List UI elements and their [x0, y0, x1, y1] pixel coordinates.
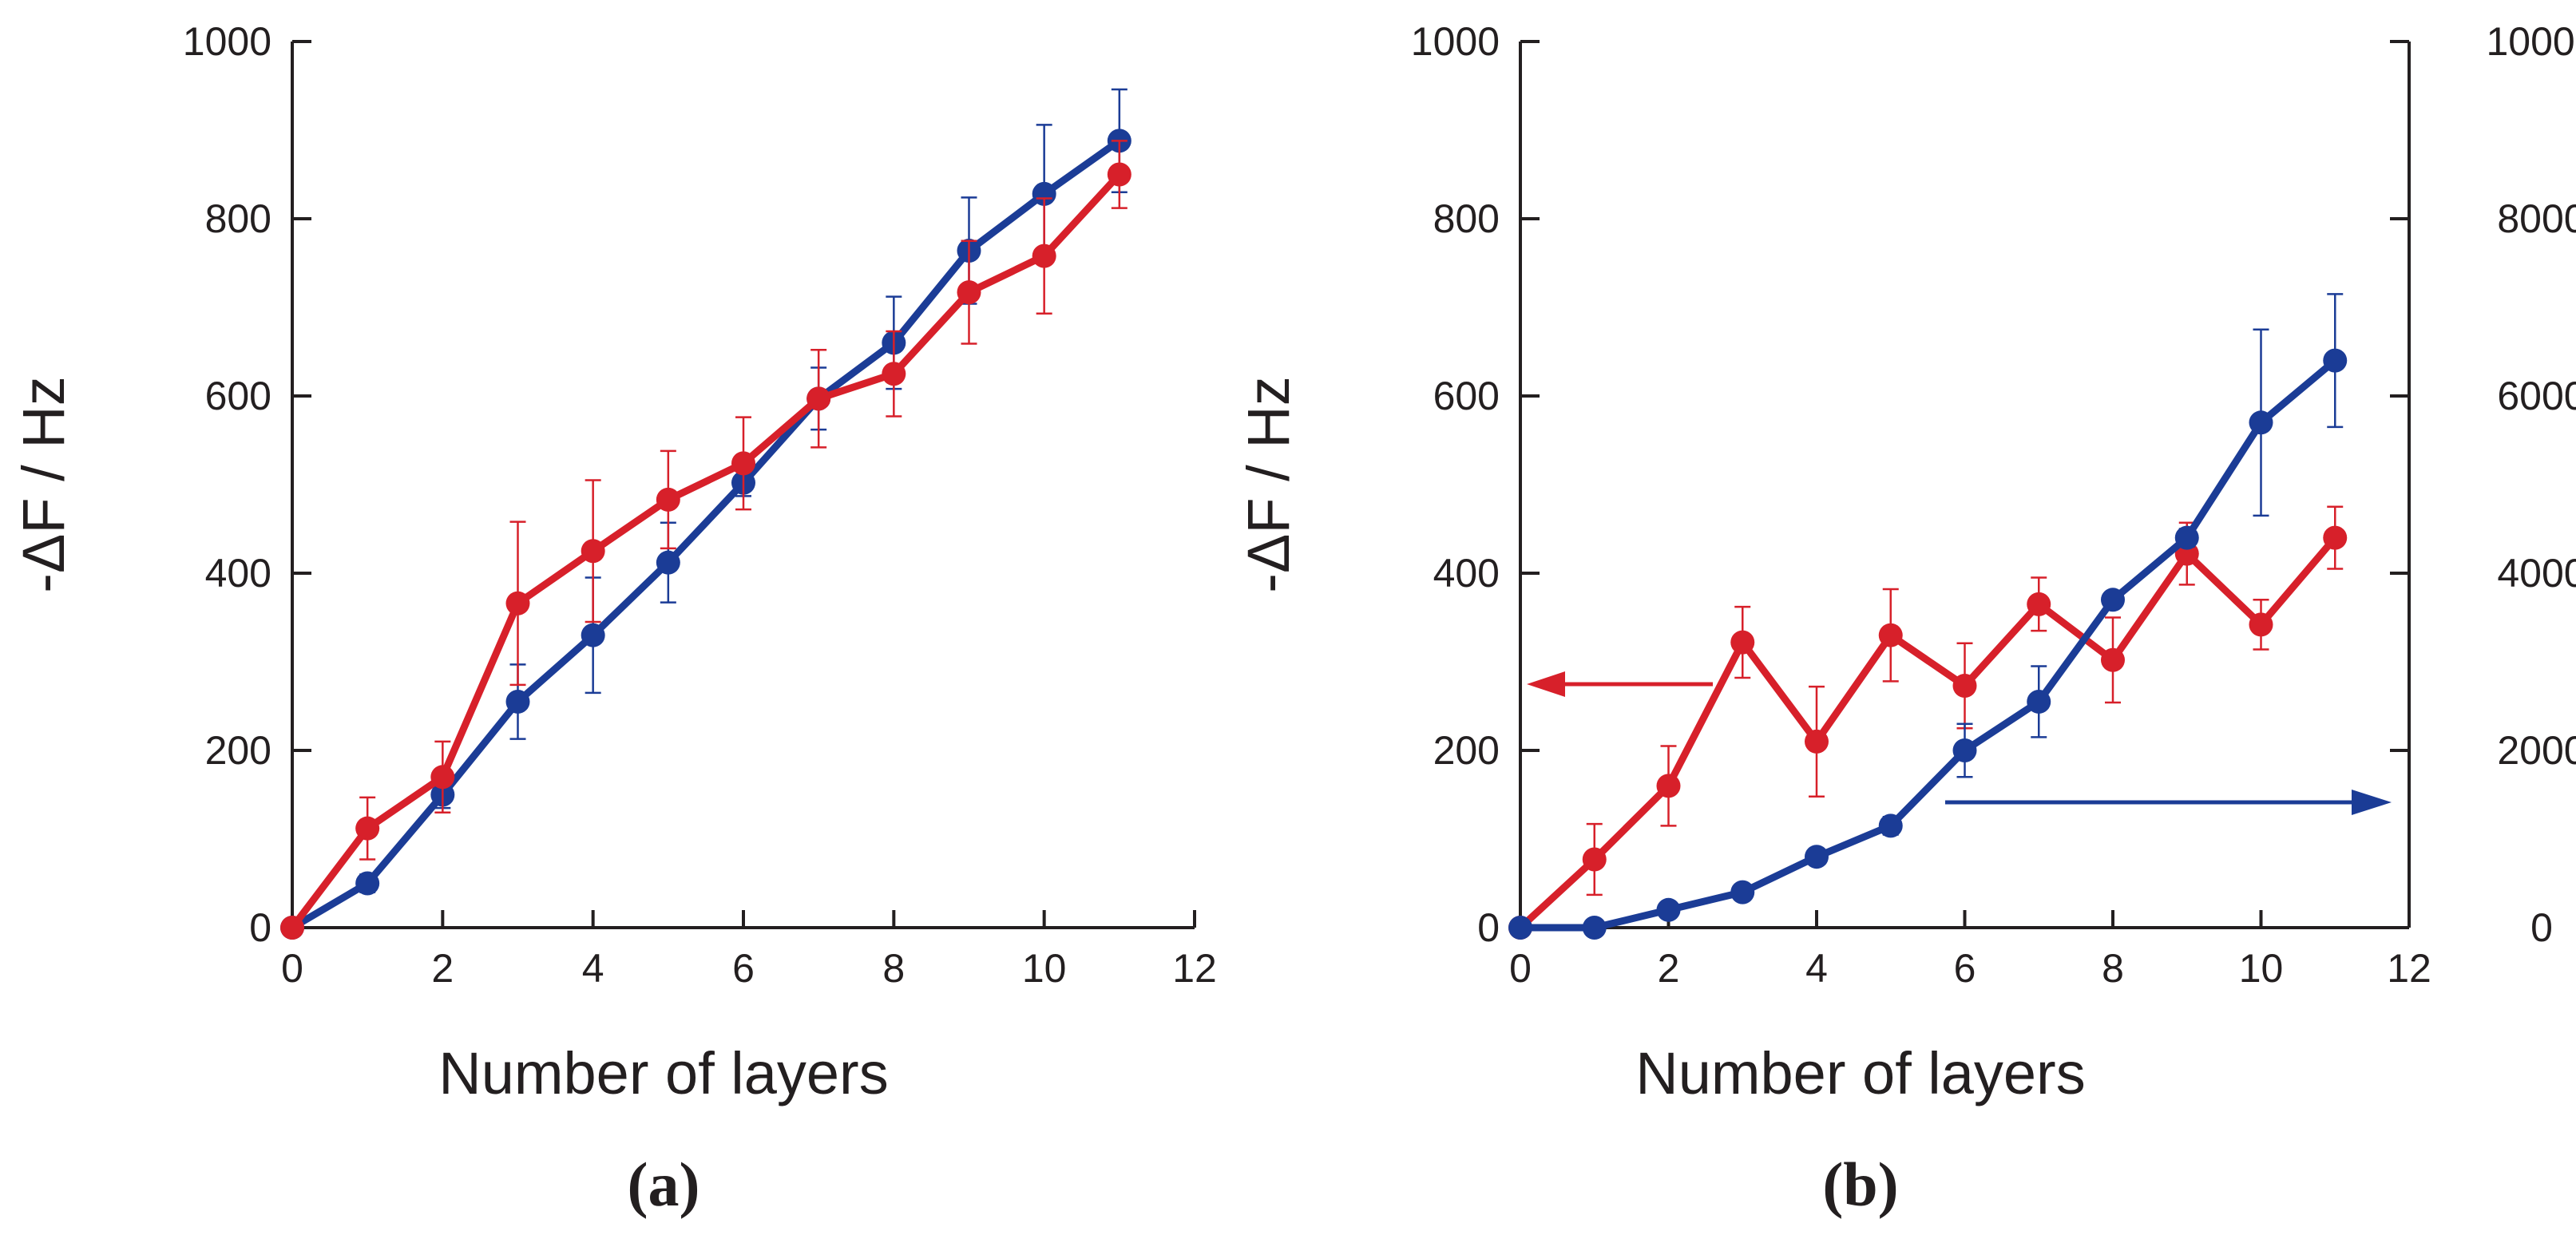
data-point	[581, 623, 605, 647]
y2-tick-label: 8000	[2497, 196, 2576, 241]
data-point	[2027, 592, 2051, 616]
y-tick-label: 0	[249, 905, 271, 950]
data-point	[656, 487, 680, 512]
y2-tick-label: 4000	[2497, 551, 2576, 596]
y-tick-label: 800	[1433, 196, 1500, 241]
series-line	[1520, 358, 2338, 932]
data-point	[2249, 410, 2273, 435]
x-tick-label: 6	[1954, 946, 1976, 991]
data-point	[806, 386, 831, 411]
data-point	[581, 539, 605, 564]
data-point	[957, 280, 981, 305]
data-point	[2101, 588, 2125, 612]
data-point	[2249, 612, 2273, 637]
x-tick-label: 0	[281, 946, 303, 991]
x-tick-label: 4	[1805, 946, 1828, 991]
data-point	[1656, 774, 1681, 798]
y-axis-label: -ΔF / Hz	[10, 376, 77, 592]
series-line	[290, 137, 1122, 931]
data-point	[1878, 623, 1903, 647]
y2-tick-label: 0	[2530, 905, 2553, 950]
y-tick-label: 1000	[183, 19, 271, 64]
data-point	[1107, 162, 1131, 187]
y-tick-label: 0	[1477, 905, 1500, 950]
data-point	[2101, 647, 2125, 672]
data-point	[1805, 729, 1829, 754]
data-point	[505, 689, 530, 714]
data-point	[355, 816, 380, 841]
y-tick-label: 200	[205, 728, 271, 773]
panel-a: 0 200 400 600 800 1000 0 2 4 6 8 10 12 Number of laye…	[10, 19, 1217, 1219]
x-tick-label: 2	[431, 946, 454, 991]
data-point	[505, 591, 530, 616]
x-tick-label: 10	[2239, 946, 2284, 991]
x-axis-label: Number of layers	[1635, 1040, 2085, 1106]
data-point	[731, 451, 755, 476]
data-point	[2174, 525, 2199, 550]
data-point	[882, 362, 906, 386]
y2-tick-label: 2000	[2497, 728, 2576, 773]
y-tick-label: 600	[205, 374, 271, 418]
data-point	[656, 550, 680, 575]
y-tick-label: 400	[1433, 551, 1500, 596]
x-tick-label: 12	[2387, 946, 2431, 991]
y-tick-label: 600	[1433, 374, 1500, 418]
right-axis-arrow-head	[2352, 790, 2392, 815]
data-point	[1730, 630, 1755, 655]
data-point	[2027, 689, 2051, 714]
data-point	[1508, 916, 1532, 940]
y-tick-label: 1000	[1411, 19, 1500, 64]
y2-tick-label: 6000	[2497, 374, 2576, 418]
x-tick-label: 8	[2102, 946, 2124, 991]
data-point	[1730, 880, 1755, 904]
x-tick-label: 2	[1658, 946, 1680, 991]
x-tick-label: 0	[1509, 946, 1532, 991]
data-point	[1032, 243, 1056, 268]
data-point	[1582, 916, 1607, 940]
data-point	[1878, 813, 1903, 838]
data-point	[430, 765, 455, 790]
data-point	[1032, 181, 1056, 206]
panel-label: (b)	[1822, 1150, 1898, 1219]
data-point	[1952, 673, 1977, 698]
left-axis-arrow-head	[1527, 671, 1565, 697]
panel-label: (a)	[628, 1150, 700, 1219]
y-axis-label: -ΔF / Hz	[1235, 376, 1302, 592]
data-point	[2323, 525, 2348, 550]
data-point	[2323, 348, 2348, 373]
y-tick-label: 800	[205, 196, 271, 241]
y-tick-label: 200	[1433, 728, 1500, 773]
data-point	[1656, 897, 1681, 922]
data-point	[280, 916, 304, 940]
series-line	[289, 172, 1123, 930]
data-point	[1582, 847, 1607, 872]
data-point	[355, 871, 380, 896]
data-point	[1952, 738, 1977, 762]
x-tick-label: 12	[1172, 946, 1217, 991]
data-point	[1805, 845, 1829, 869]
x-tick-label: 10	[1022, 946, 1067, 991]
x-tick-label: 6	[732, 946, 755, 991]
x-axis-label: Number of layers	[438, 1040, 888, 1106]
x-tick-label: 4	[582, 946, 604, 991]
y-tick-label: 400	[205, 551, 271, 596]
series-line	[1517, 535, 2338, 931]
x-tick-label: 8	[882, 946, 905, 991]
